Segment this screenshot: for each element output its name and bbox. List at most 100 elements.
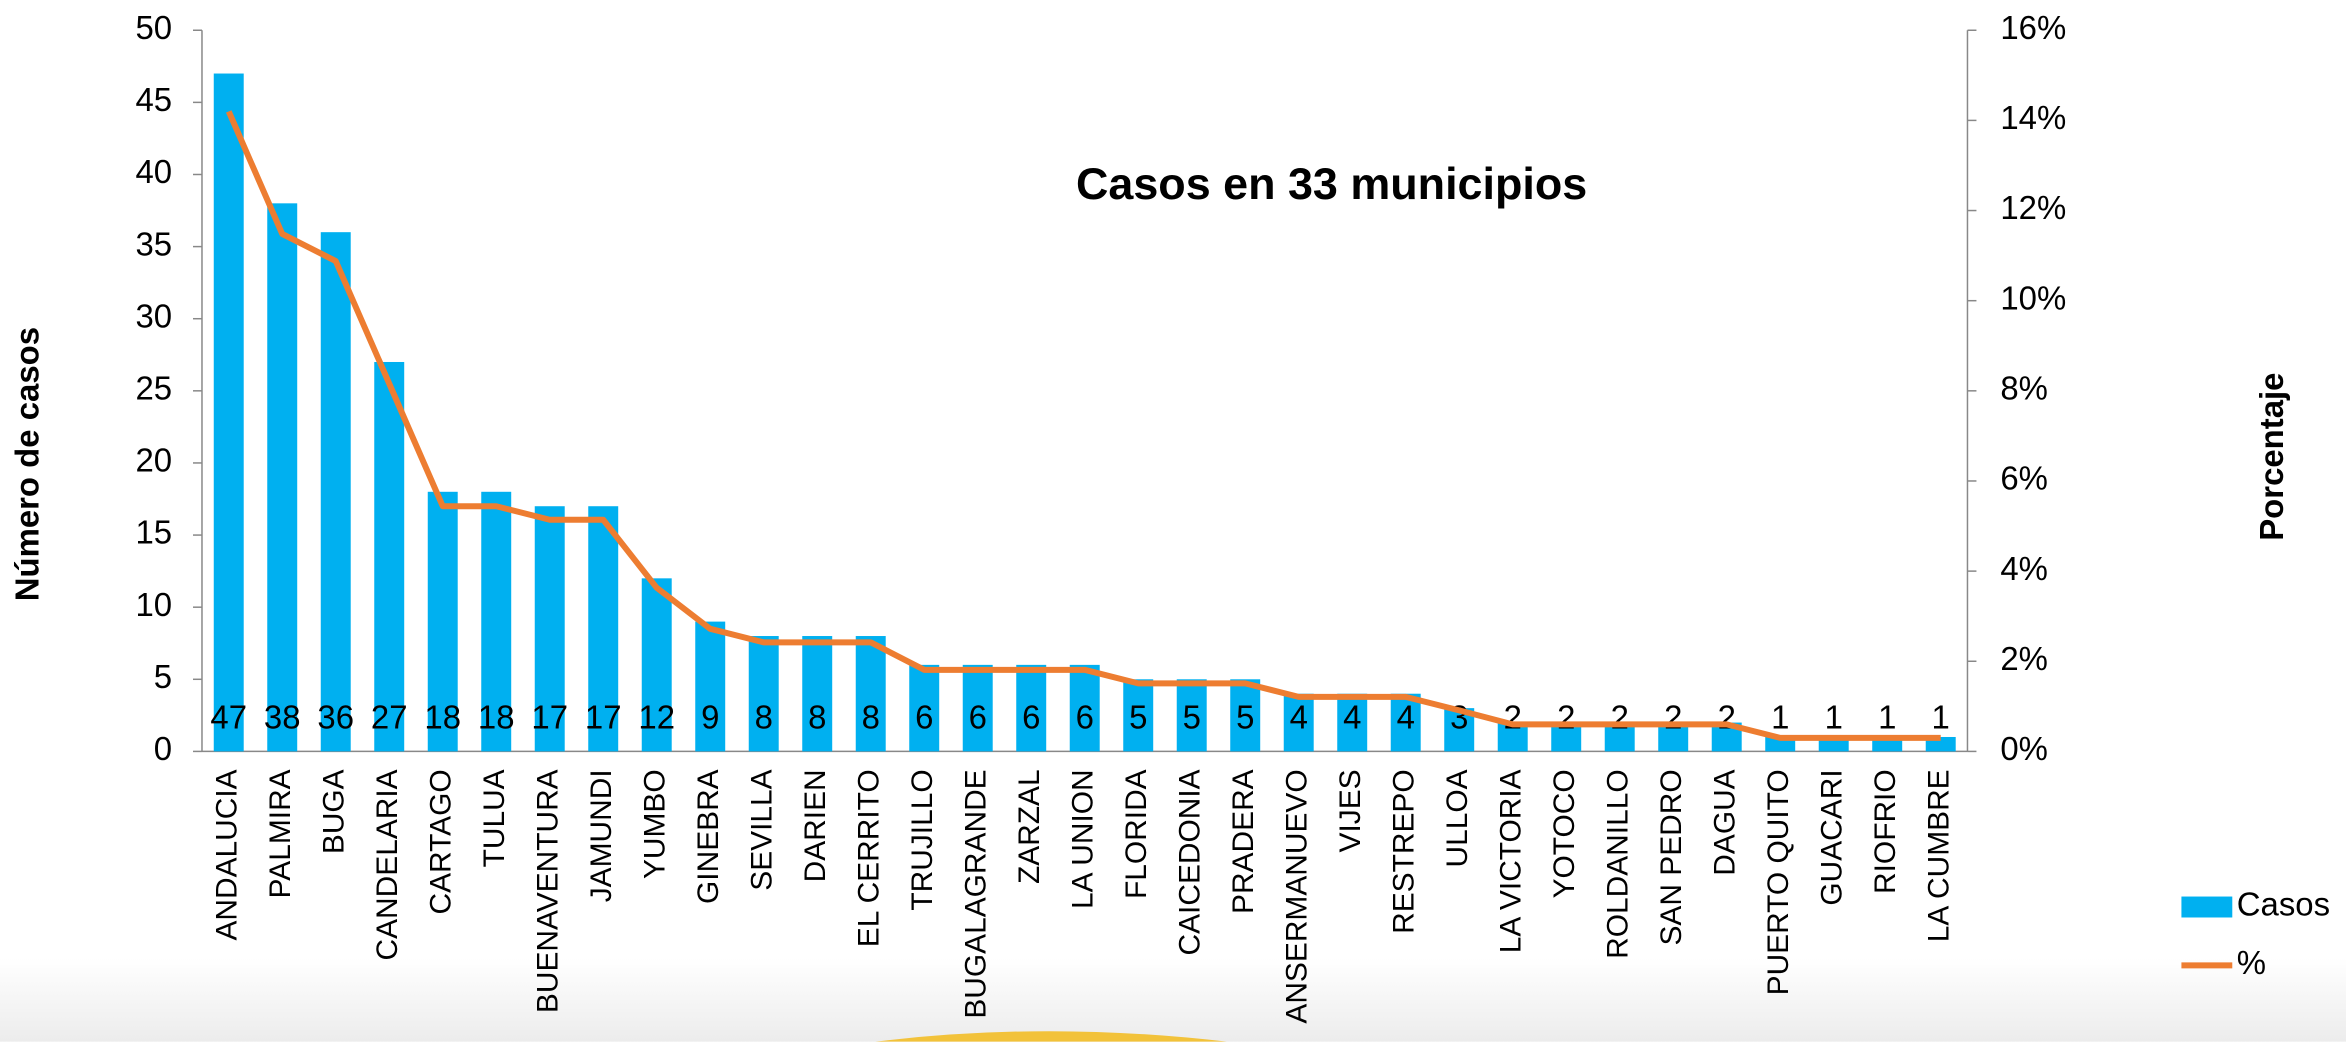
data-label: 5 xyxy=(1236,699,1254,736)
y-tick-label: 30 xyxy=(135,297,172,334)
y2-tick-label: 16% xyxy=(2000,9,2066,46)
y-tick-label: 25 xyxy=(135,370,172,407)
x-tick-label: SAN PEDRO xyxy=(1655,769,1688,945)
bar xyxy=(1230,679,1261,752)
x-tick-label: JAMUNDI xyxy=(585,769,618,902)
bar xyxy=(1337,693,1368,752)
data-label: 1 xyxy=(1932,699,1950,736)
bar xyxy=(1176,679,1207,752)
x-tick-label: ANSERMANUEVO xyxy=(1281,769,1314,1023)
x-tick-label: ULLOA xyxy=(1441,769,1474,867)
y2-axis-label: Porcentaje xyxy=(2253,373,2290,541)
y2-tick-label: 14% xyxy=(2000,99,2066,136)
x-tick-label: LA UNION xyxy=(1067,769,1100,909)
bar xyxy=(427,491,458,752)
data-label: 36 xyxy=(317,699,354,736)
x-tick-label: YUMBO xyxy=(639,769,672,879)
x-tick-label: GUACARI xyxy=(1816,769,1849,905)
y-tick-label: 0 xyxy=(154,730,172,767)
data-label: 17 xyxy=(585,699,622,736)
x-tick-label: VIJES xyxy=(1334,769,1367,852)
bar xyxy=(213,73,244,752)
x-tick-label: PRADERA xyxy=(1227,769,1260,914)
bar xyxy=(1123,679,1154,752)
data-label: 47 xyxy=(210,699,247,736)
x-tick-label: TULUA xyxy=(478,769,511,867)
x-tick-label: ROLDANILLO xyxy=(1602,769,1635,958)
bar xyxy=(641,578,672,752)
y2-tick-label: 6% xyxy=(2000,460,2048,497)
y2-tick-label: 10% xyxy=(2000,279,2066,316)
data-label: 6 xyxy=(969,699,987,736)
data-label: 12 xyxy=(638,699,675,736)
decoration xyxy=(875,1031,1227,1042)
data-label: 6 xyxy=(915,699,933,736)
bar xyxy=(374,361,405,752)
x-tick-label: YOTOCO xyxy=(1548,769,1581,898)
line-series xyxy=(225,110,1941,741)
y2-tick-label: 2% xyxy=(2000,640,2048,677)
bar xyxy=(1658,722,1689,752)
data-label: 2 xyxy=(1504,699,1522,736)
x-tick-label: BUENAVENTURA xyxy=(532,769,565,1013)
bar xyxy=(1497,722,1528,752)
x-tick-label: EL CERRITO xyxy=(853,769,886,947)
y2-tick-label: 12% xyxy=(2000,189,2066,226)
x-tick-label: LA CUMBRE xyxy=(1923,769,1956,942)
y2-tick-label: 4% xyxy=(2000,550,2048,587)
y-axis-label: Número de casos xyxy=(9,327,46,601)
bar xyxy=(748,636,779,752)
bar xyxy=(1551,722,1582,752)
x-tick-label: SEVILLA xyxy=(746,769,779,890)
x-tick-label: RIOFRIO xyxy=(1869,769,1902,894)
x-tick-label: ANDALUCIA xyxy=(211,769,244,940)
bar xyxy=(909,664,940,752)
bar xyxy=(962,664,993,752)
bar xyxy=(855,636,886,752)
y-tick-label: 10 xyxy=(135,586,172,623)
data-label: 5 xyxy=(1129,699,1147,736)
data-label: 8 xyxy=(755,699,773,736)
x-tick-label: FLORIDA xyxy=(1120,769,1153,899)
bar xyxy=(1390,693,1421,752)
x-tick-label: DARIEN xyxy=(799,769,832,882)
bar xyxy=(802,636,833,752)
data-label: 1 xyxy=(1825,699,1843,736)
data-label: 4 xyxy=(1343,699,1361,736)
x-tick-label: BUGALAGRANDE xyxy=(960,769,993,1018)
y-tick-label: 5 xyxy=(154,658,172,695)
data-label: 17 xyxy=(531,699,568,736)
data-label: 8 xyxy=(862,699,880,736)
data-label: 2 xyxy=(1557,699,1575,736)
y-tick-label: 15 xyxy=(135,514,172,551)
bar xyxy=(588,506,619,752)
bar xyxy=(534,506,565,752)
data-label: 2 xyxy=(1718,699,1736,736)
data-label: 5 xyxy=(1183,699,1201,736)
data-label: 4 xyxy=(1397,699,1415,736)
x-tick-label: CAICEDONIA xyxy=(1174,769,1207,955)
data-label: 4 xyxy=(1290,699,1308,736)
x-tick-label: RESTREPO xyxy=(1388,769,1421,934)
y-tick-label: 50 xyxy=(135,9,172,46)
data-label: 8 xyxy=(808,699,826,736)
data-label: 6 xyxy=(1076,699,1094,736)
data-label: 27 xyxy=(371,699,408,736)
y-tick-label: 20 xyxy=(135,442,172,479)
bar xyxy=(695,621,726,752)
x-tick-label: CARTAGO xyxy=(425,769,458,914)
data-label: 1 xyxy=(1878,699,1896,736)
data-label: 3 xyxy=(1450,699,1468,736)
legend-label: % xyxy=(2237,944,2266,981)
data-label: 1 xyxy=(1771,699,1789,736)
x-tick-label: CANDELARIA xyxy=(371,769,404,960)
data-label: 2 xyxy=(1611,699,1629,736)
bar xyxy=(481,491,512,752)
legend-label: Casos xyxy=(2237,886,2330,923)
y2-tick-label: 0% xyxy=(2000,730,2048,767)
bar xyxy=(1283,693,1314,752)
data-label: 2 xyxy=(1664,699,1682,736)
x-tick-label: ZARZAL xyxy=(1013,769,1046,884)
